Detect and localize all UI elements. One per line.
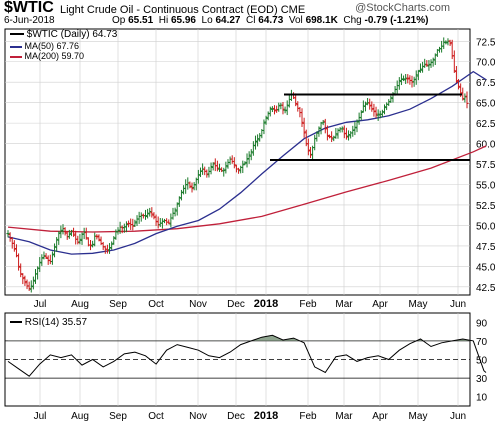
rsi-y-tick-label: 10 [476, 393, 488, 404]
price-x-tick-label: Nov [189, 299, 207, 310]
price-y-tick-label: 47.5 [476, 242, 496, 253]
hi-label: Hi [158, 15, 169, 26]
price-x-tick-label: Oct [148, 299, 164, 310]
legend-rsi: RSI(14) 35.57 [10, 317, 87, 328]
price-y-tick-label: 42.5 [476, 283, 496, 294]
legend-price-swatch [10, 33, 24, 36]
ohlc-summary: Op 65.51 Hi 65.96 Lo 64.27 Cl 64.73 Vol … [112, 15, 428, 26]
price-y-tick-label: 62.5 [476, 119, 496, 130]
price-y-tick-label: 55.0 [476, 181, 496, 192]
op-label: Op [112, 15, 126, 26]
rsi-x-tick-label: Oct [148, 411, 164, 422]
legend-ma50-swatch [10, 45, 22, 48]
rsi-x-tick-label: May [409, 411, 428, 422]
rsi-x-tick-label: Apr [372, 411, 388, 422]
rsi-x-tick-label: Sep [109, 411, 127, 422]
rsi-y-tick-label: 30 [476, 374, 488, 385]
rsi-y-tick-label: 90 [476, 318, 488, 329]
rsi-x-tick-label: Jun [450, 411, 466, 422]
vol-label: Vol [288, 15, 303, 26]
chg-value: -0.79 (-1.21%) [364, 15, 429, 26]
chart-title-text: Light Crude Oil - Continuous Contract (E… [60, 4, 278, 16]
price-x-tick-label: Apr [372, 299, 388, 310]
price-x-tick-label: Jul [34, 299, 47, 310]
ma200-line [7, 145, 487, 233]
ma50-line [7, 70, 487, 255]
legend-price: $WTIC (Daily) 64.73 [10, 29, 117, 40]
cl-value: 64.73 [258, 15, 284, 26]
price-y-tick-label: 67.5 [476, 78, 496, 89]
chart-symbol: $WTIC [4, 0, 54, 16]
quote-date: 6-Jun-2018 [4, 15, 55, 26]
rsi-x-tick-label: Feb [299, 411, 317, 422]
rsi-x-tick-label: Nov [189, 411, 207, 422]
price-x-tick-label: Mar [335, 299, 353, 310]
price-x-tick-label: Dec [227, 299, 245, 310]
rsi-y-tick-label: 70 [476, 337, 488, 348]
legend-ma200-label: MA(200) 59.70 [24, 51, 85, 61]
vol-value: 698.1K [305, 15, 338, 26]
price-x-tick-label: May [409, 299, 428, 310]
lo-label: Lo [201, 15, 213, 26]
price-y-tick-label: 45.0 [476, 262, 496, 273]
price-y-tick-label: 72.5 [476, 37, 496, 48]
price-x-tick-label: Jun [450, 299, 466, 310]
price-y-tick-label: 70.0 [476, 58, 496, 69]
price-y-tick-label: 57.5 [476, 160, 496, 171]
legend-rsi-label: RSI(14) 35.57 [24, 317, 88, 328]
rsi-x-tick-label: Mar [335, 411, 353, 422]
chart-exchange: CME [280, 4, 306, 16]
rsi-x-tick-label: 2018 [254, 410, 278, 422]
chg-label: Chg [343, 15, 362, 26]
legend-ma200-swatch [10, 55, 22, 58]
chart-title: Light Crude Oil - Continuous Contract (E… [60, 4, 305, 16]
legend-ma200: MA(200) 59.70 [10, 51, 84, 61]
legend-rsi-swatch [10, 321, 22, 324]
rsi-y-tick-label: 50 [476, 356, 488, 367]
price-x-tick-label: 2018 [254, 298, 278, 310]
price-panel-frame [4, 28, 471, 296]
watermark: @StockCharts.com [355, 2, 450, 14]
price-y-tick-label: 60.0 [476, 140, 496, 151]
rsi-x-tick-label: Jul [34, 411, 47, 422]
price-y-tick-label: 50.0 [476, 221, 496, 232]
price-x-tick-label: Aug [71, 299, 89, 310]
rsi-x-tick-label: Aug [71, 411, 89, 422]
price-x-tick-label: Feb [299, 299, 317, 310]
price-y-tick-label: 65.0 [476, 99, 496, 110]
price-y-tick-label: 52.5 [476, 201, 496, 212]
cl-label: Cl [246, 15, 256, 26]
legend-ma50: MA(50) 67.76 [10, 41, 79, 51]
rsi-line [7, 334, 487, 377]
legend-ma50-label: MA(50) 67.76 [24, 41, 80, 51]
hi-value: 65.96 [170, 15, 196, 26]
lo-value: 64.27 [215, 15, 241, 26]
legend-price-label: $WTIC (Daily) 64.73 [26, 29, 118, 40]
rsi-x-tick-label: Dec [227, 411, 245, 422]
price-x-tick-label: Sep [109, 299, 127, 310]
op-value: 65.51 [128, 15, 154, 26]
